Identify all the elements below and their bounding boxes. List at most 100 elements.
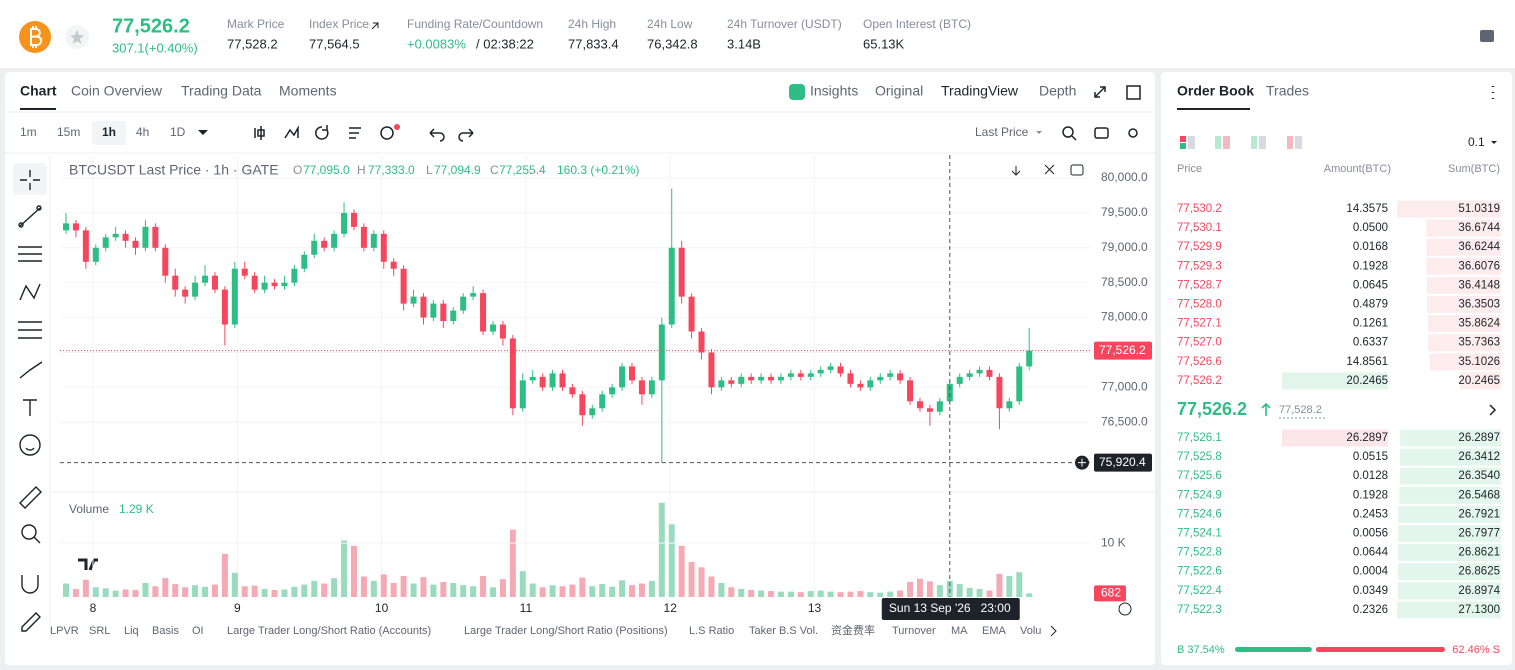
- indicator[interactable]: Basis: [152, 625, 179, 637]
- indicator[interactable]: Taker B.S Vol.: [749, 625, 818, 637]
- book-price[interactable]: 77,524.9: [1177, 489, 1222, 501]
- stat-value: +0.0083%: [407, 36, 466, 51]
- dropdown-caret[interactable]: [1491, 141, 1497, 144]
- tab[interactable]: Coin Overview: [71, 83, 163, 99]
- book-price[interactable]: 77,525.8: [1177, 451, 1222, 463]
- book-price[interactable]: 77,529.9: [1177, 241, 1222, 253]
- badge: [394, 124, 400, 130]
- pane-controls[interactable]: [1011, 164, 1055, 176]
- book-price[interactable]: 77,527.0: [1177, 337, 1222, 349]
- volume-bar: [211, 584, 218, 597]
- book-price[interactable]: 77,526.6: [1177, 356, 1222, 368]
- book-amount: 0.0644: [1353, 547, 1389, 559]
- book-price[interactable]: 77,522.3: [1177, 604, 1222, 616]
- view-tab[interactable]: Depth: [1039, 83, 1076, 99]
- candle-body: [768, 376, 775, 381]
- legend-value: 77,333.0: [368, 163, 415, 177]
- volume-bar: [480, 575, 487, 597]
- indicator[interactable]: Large Trader Long/Short Ratio (Accounts): [227, 625, 431, 637]
- indicator[interactable]: SRL: [89, 625, 110, 637]
- price-type[interactable]: Last Price: [975, 125, 1029, 139]
- indicator[interactable]: Turnover: [892, 625, 936, 637]
- pane-control[interactable]: [1070, 164, 1084, 176]
- interval[interactable]: 4h: [136, 125, 149, 139]
- candle-body: [638, 380, 645, 395]
- volume-bar: [271, 589, 278, 597]
- volume-bar: [926, 581, 933, 597]
- candle-body: [241, 268, 248, 276]
- tab[interactable]: Moments: [279, 83, 337, 99]
- book-price[interactable]: 77,522.8: [1177, 547, 1222, 559]
- tv-logo: [78, 558, 98, 571]
- candle-body: [579, 394, 586, 416]
- volume-bar: [470, 586, 477, 597]
- interval[interactable]: 15m: [57, 125, 80, 139]
- book-amount: 0.2453: [1353, 508, 1388, 520]
- indicator[interactable]: 资金费率: [831, 623, 875, 637]
- book-price[interactable]: 77,525.6: [1177, 470, 1222, 482]
- view-tab[interactable]: Original: [875, 83, 923, 99]
- view-tab[interactable]: TradingView: [941, 83, 1019, 99]
- book-price[interactable]: 77,524.1: [1177, 528, 1222, 540]
- indicator[interactable]: EMA: [982, 625, 1007, 637]
- volume-bar: [112, 590, 119, 597]
- tab[interactable]: Chart: [20, 83, 57, 99]
- volume-bar: [837, 592, 844, 597]
- indicator[interactable]: Large Trader Long/Short Ratio (Positions…: [464, 625, 668, 637]
- dropdown-caret[interactable]: [1036, 131, 1042, 134]
- candle-body: [1006, 401, 1013, 409]
- book-price[interactable]: 77,529.3: [1177, 260, 1222, 272]
- book-price[interactable]: 77,522.4: [1177, 585, 1222, 597]
- stat-label: 24h Low: [647, 17, 693, 31]
- book-layout-icons[interactable]: [1180, 136, 1302, 149]
- volume-bar: [360, 576, 367, 597]
- precision[interactable]: 0.1: [1468, 135, 1485, 149]
- book-icon[interactable]: [1480, 30, 1494, 42]
- book-price[interactable]: 77,526.2: [1177, 375, 1222, 387]
- book-sum: 26.2897: [1458, 432, 1500, 444]
- price: 77,526.2: [112, 15, 190, 37]
- indicator[interactable]: L.S Ratio: [689, 625, 734, 637]
- interval[interactable]: 1m: [20, 125, 37, 139]
- volume-bar: [966, 587, 973, 597]
- indicator[interactable]: MA: [951, 625, 968, 637]
- window-icon[interactable]: [1126, 85, 1141, 100]
- candle-body: [102, 237, 109, 248]
- interval[interactable]: 1h: [102, 125, 116, 139]
- book-price[interactable]: 77,522.6: [1177, 566, 1222, 578]
- volume-tag: [1094, 585, 1126, 602]
- chevron[interactable]: [1489, 404, 1497, 416]
- interval[interactable]: 1D: [170, 125, 186, 139]
- indicator[interactable]: OI: [192, 625, 204, 637]
- book-amount: 0.0168: [1353, 241, 1388, 253]
- depth-bar: [1397, 601, 1501, 619]
- book-price[interactable]: 77,528.7: [1177, 279, 1222, 291]
- expand-icon[interactable]: [1094, 86, 1106, 98]
- book-tab[interactable]: Trades: [1266, 83, 1309, 99]
- indicator[interactable]: LPVR: [50, 625, 79, 637]
- mark-price: 77,528.2: [1279, 404, 1322, 416]
- book-price[interactable]: 77,527.1: [1177, 318, 1222, 330]
- book-price[interactable]: 77,524.6: [1177, 508, 1222, 520]
- volume-bar: [1026, 593, 1033, 597]
- book-price[interactable]: 77,526.1: [1177, 432, 1222, 444]
- dropdown-caret[interactable]: [198, 130, 208, 135]
- book-price[interactable]: 77,530.2: [1177, 203, 1222, 215]
- candle-body: [1026, 350, 1033, 367]
- candle-body: [658, 324, 665, 381]
- book-price[interactable]: 77,530.1: [1177, 222, 1222, 234]
- volume-bar: [916, 578, 923, 597]
- next-icon[interactable]: [1050, 625, 1057, 637]
- book-price[interactable]: 77,528.0: [1177, 299, 1222, 311]
- settings-icon[interactable]: [1118, 602, 1132, 616]
- volume-bar: [251, 585, 258, 597]
- indicator[interactable]: Liq: [124, 625, 139, 637]
- tab[interactable]: Trading Data: [181, 83, 262, 99]
- candle-body: [698, 331, 705, 353]
- view-tab[interactable]: Insights: [810, 83, 858, 99]
- book-tab[interactable]: Order Book: [1177, 83, 1254, 99]
- indicator[interactable]: Volu: [1020, 625, 1041, 637]
- drawing-tools[interactable]: [18, 170, 43, 632]
- volume-bar: [122, 589, 129, 597]
